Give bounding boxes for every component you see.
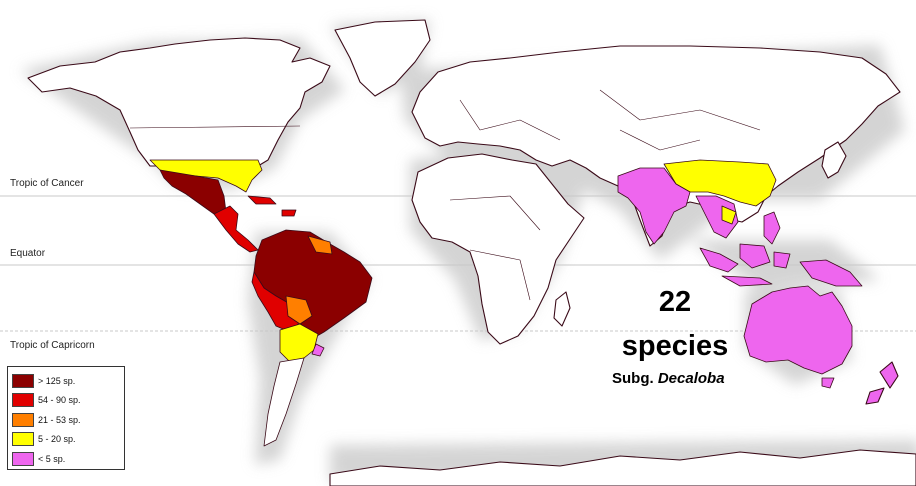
region-south-asia <box>617 167 691 245</box>
species-count: 22 <box>658 286 692 318</box>
region-indonesia <box>699 243 791 287</box>
japan <box>821 141 847 179</box>
region-guianas <box>307 235 333 255</box>
new-zealand <box>865 361 899 405</box>
region-indochina-yellow <box>721 205 737 225</box>
legend-item: > 125 sp. <box>12 371 124 391</box>
legend-swatch <box>12 432 34 447</box>
subgenus-caption: Subg. Decaloba <box>612 370 752 387</box>
legend-swatch <box>12 412 34 427</box>
region-central-america <box>213 205 259 253</box>
region-caribbean <box>247 195 297 217</box>
region-new-guinea <box>799 259 863 287</box>
legend-label: 54 - 90 sp. <box>38 395 81 406</box>
subgenus-prefix: Subg. <box>612 370 654 387</box>
legend-item: 21 - 53 sp. <box>12 410 124 430</box>
region-northern-argentina <box>279 323 319 363</box>
region-australia <box>743 285 853 375</box>
legend-swatch <box>12 451 34 466</box>
eurasia <box>411 45 901 247</box>
africa <box>411 153 585 345</box>
subgenus-name: Decaloba <box>657 370 725 387</box>
map-legend: > 125 sp. 54 - 90 sp. 21 - 53 sp. 5 - 20… <box>7 366 125 470</box>
legend-item: < 5 sp. <box>12 449 124 469</box>
legend-item: 54 - 90 sp. <box>12 391 124 411</box>
tropic-of-cancer-label: Tropic of Cancer <box>10 178 84 189</box>
region-tasmania <box>821 377 835 389</box>
region-southern-cone <box>263 357 305 447</box>
legend-label: 21 - 53 sp. <box>38 414 81 425</box>
country-borders <box>129 89 761 301</box>
legend-item: 5 - 20 sp. <box>12 430 124 450</box>
distribution-regions <box>149 159 863 447</box>
legend-swatch <box>12 393 34 408</box>
legend-label: < 5 sp. <box>38 453 66 464</box>
region-uruguay <box>311 343 325 357</box>
antarctica <box>329 449 916 486</box>
equator-label: Equator <box>10 248 46 259</box>
tropic-of-capricorn-label: Tropic of Capricorn <box>10 340 95 351</box>
north-america <box>27 37 331 167</box>
legend-swatch <box>12 373 34 388</box>
greenland <box>334 19 431 97</box>
region-philippines <box>763 211 781 245</box>
region-paraguay <box>285 295 313 325</box>
madagascar <box>553 291 571 327</box>
region-indochina <box>695 195 739 239</box>
landmasses <box>27 19 916 486</box>
species-unit: species <box>621 330 729 362</box>
legend-label: > 125 sp. <box>38 375 76 386</box>
legend-label: 5 - 20 sp. <box>38 434 76 445</box>
